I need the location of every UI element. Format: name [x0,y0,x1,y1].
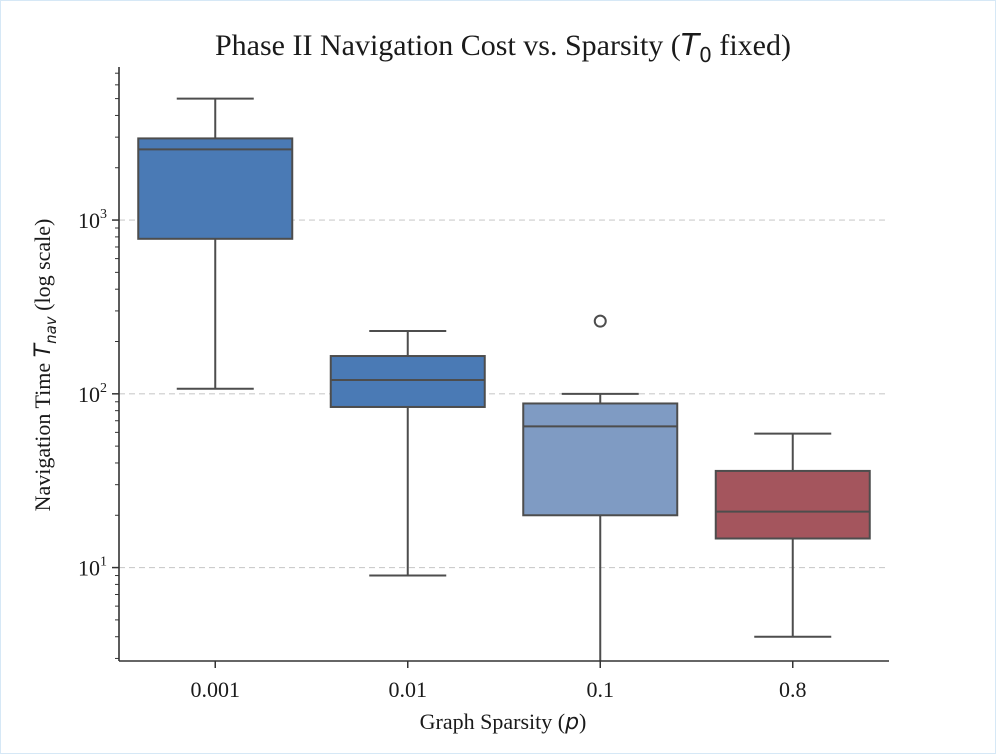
iqr-box [714,469,871,540]
iqr-box [137,137,294,240]
x-tick-label: 0.001 [191,677,241,702]
y-tick-label: 101 [78,555,107,581]
y-axis-label: Navigation Time Tnav (log scale) [30,219,60,512]
axes: 101 102 103 0.001 0.01 0.1 0.8 [78,67,889,702]
iqr-box [522,402,679,517]
y-tick-label: 103 [78,207,107,233]
outlier-point [593,314,607,328]
x-tick-label: 0.01 [389,677,428,702]
box-group-0.001 [137,97,294,390]
x-tick-label: 0.1 [587,677,615,702]
box-group-0.8 [714,432,871,638]
box-group-0.01 [329,329,486,577]
grid-lines [119,219,889,569]
y-tick-label: 102 [78,381,107,407]
box-group-0.1 [522,314,679,661]
x-tick-label: 0.8 [779,677,807,702]
box-series [137,97,871,661]
x-axis-label: Graph Sparsity (p) [420,709,587,735]
iqr-box [329,355,486,408]
chart-title: Phase II Navigation Cost vs. Sparsity (T… [215,28,791,67]
